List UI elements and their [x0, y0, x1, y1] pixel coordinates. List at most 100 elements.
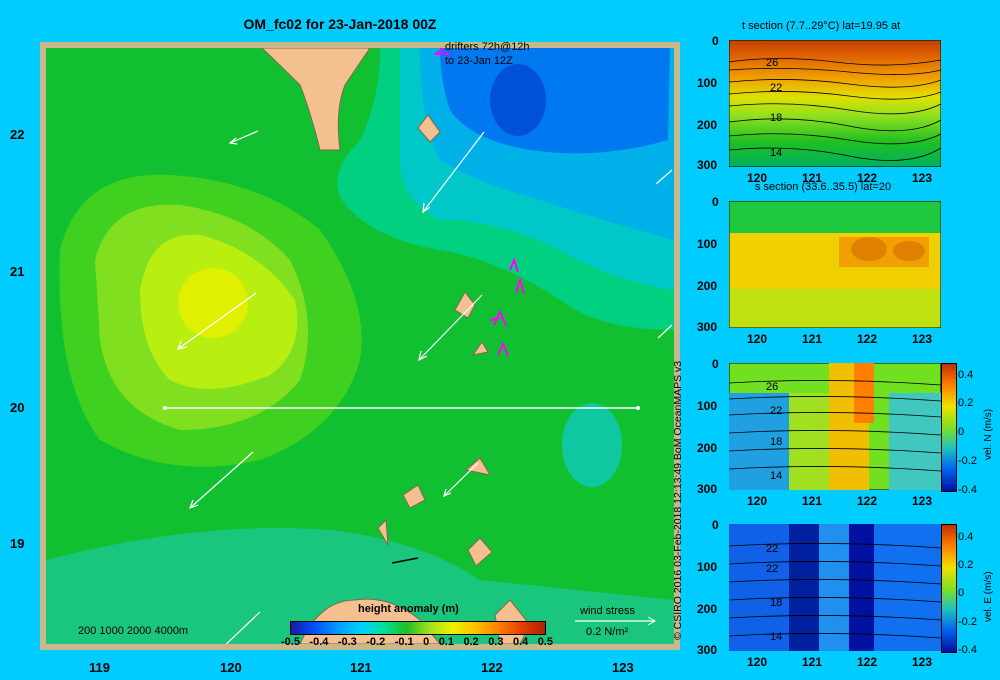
panel-ytick: 300 — [697, 320, 718, 334]
vel-n-cbtick: 0.4 — [958, 369, 974, 381]
panel-ytick: 100 — [697, 237, 718, 251]
t-section-title: t section (7.7..29°C) lat=19.95 at — [742, 20, 901, 32]
panel-xtick: 123 — [912, 171, 933, 185]
vel-n-colorbar — [941, 363, 957, 492]
panel-xtick: 122 — [857, 494, 878, 508]
vel-n-cbtick: -0.4 — [958, 484, 977, 496]
map-xtick: 119 — [89, 660, 110, 675]
panel-ytick: 200 — [697, 441, 718, 455]
colorbar-tick: -0.2 — [366, 636, 386, 648]
colorbar-ticks: -0.5 -0.4 -0.3 -0.2 -0.1 0 0.1 0.2 0.3 0… — [281, 636, 553, 648]
vel-n-cbtick: -0.2 — [958, 455, 977, 467]
panel-ytick: 200 — [697, 118, 718, 132]
contour-label: 26 — [766, 57, 779, 69]
contour-label: 22 — [770, 405, 783, 417]
map-ytick: 20 — [10, 400, 25, 415]
panel-xtick: 120 — [747, 332, 768, 346]
vel-e-cbtick: -0.4 — [958, 644, 977, 656]
map-ytick: 21 — [10, 264, 25, 279]
colorbar-tick: -0.5 — [281, 636, 300, 648]
panel-ytick: 300 — [697, 158, 718, 172]
s-section-plot — [729, 201, 941, 328]
panel-ytick: 200 — [697, 602, 718, 616]
vel-e-cbtick: 0.4 — [958, 531, 974, 543]
panel-ytick: 0 — [712, 34, 719, 48]
depth-legend: 200 1000 2000 4000m — [78, 625, 189, 637]
anomaly-low-core — [490, 64, 546, 136]
colorbar-tick: 0.3 — [488, 636, 504, 648]
panel-xtick: 121 — [802, 171, 823, 185]
vel-e-cbtick: -0.2 — [958, 616, 977, 628]
vel-e-cbtick: 0.2 — [958, 559, 974, 571]
panel-ytick: 300 — [697, 482, 718, 496]
colorbar-tick: 0.1 — [438, 636, 454, 648]
map-xtick: 122 — [481, 660, 503, 675]
vel-e-section-plot — [729, 524, 941, 651]
colorbar-tick: 0 — [423, 636, 430, 648]
credit-text: © CSIRO 2016 03-Feb-2018 12:13:49 BoM Oc… — [672, 360, 684, 640]
land-taiwan-south — [261, 48, 371, 151]
wind-stress-arrows — [177, 130, 673, 644]
island-2 — [454, 291, 476, 319]
map-xtick: 123 — [612, 660, 634, 675]
panel-xtick: 123 — [912, 494, 933, 508]
panel-ytick: 100 — [697, 560, 718, 574]
vel-e-label: vel. E (m/s) — [983, 571, 994, 622]
contour-label: 22 — [766, 543, 779, 555]
island-5 — [402, 484, 426, 509]
wind-stress-label: wind stress — [580, 605, 636, 617]
panel-ytick: 200 — [697, 279, 718, 293]
s-section-title: s section (33.6..35.5) lat=20 — [755, 181, 892, 193]
contour-label: 22 — [770, 82, 783, 94]
island-1 — [417, 114, 441, 143]
vel-n-cbtick: 0.2 — [958, 397, 974, 409]
vel-e-colorbar — [941, 524, 957, 653]
colorbar-tick: -0.1 — [394, 636, 414, 648]
panel-ytick: 100 — [697, 399, 718, 413]
vel-n-label: vel. N (m/s) — [983, 408, 994, 460]
colorbar-tick: -0.3 — [337, 636, 357, 648]
map-xtick: 121 — [350, 660, 372, 675]
island-4 — [464, 457, 492, 476]
drifter-tracks — [433, 48, 525, 357]
panel-xtick: 120 — [747, 171, 768, 185]
island-3 — [471, 341, 489, 356]
anomaly-patch-east — [562, 403, 622, 487]
panel-ytick: 100 — [697, 76, 718, 90]
map-ytick: 22 — [10, 127, 25, 142]
colorbar-tick: 0.4 — [512, 636, 529, 648]
panel-xtick: 122 — [857, 332, 878, 346]
map-ytick: 19 — [10, 536, 25, 551]
contour-label: 14 — [770, 470, 783, 482]
anomaly-high-core — [178, 268, 248, 338]
anomaly-region-blue — [440, 48, 670, 154]
height-anomaly-colorbar — [290, 621, 546, 635]
panel-xtick: 121 — [802, 494, 823, 508]
panel-xtick: 123 — [912, 655, 933, 669]
panel-xtick: 120 — [747, 655, 768, 669]
contour-label: 18 — [770, 112, 783, 124]
panel-xtick: 123 — [912, 332, 933, 346]
colorbar-title: height anomaly (m) — [358, 603, 459, 615]
drifters-label-2: to 23-Jan 12Z — [445, 55, 513, 67]
contour-label: 14 — [770, 147, 783, 159]
panel-xtick: 122 — [857, 171, 878, 185]
contour-label: 18 — [770, 597, 783, 609]
colorbar-tick: 0.5 — [537, 636, 553, 648]
island-6 — [467, 537, 493, 567]
map-xtick: 120 — [220, 660, 242, 675]
contour-label: 26 — [766, 381, 779, 393]
contour-label: 22 — [766, 563, 779, 575]
panel-ytick: 0 — [712, 195, 719, 209]
vel-n-cbtick: 0 — [958, 426, 965, 438]
panel-xtick: 120 — [747, 494, 768, 508]
wind-scale-label: 0.2 N/m² — [586, 626, 629, 638]
drifters-label: drifters 72h@12h — [445, 41, 530, 53]
vel-n-section-plot — [729, 363, 941, 490]
contour-label: 14 — [770, 631, 783, 643]
t-section-plot — [729, 40, 941, 167]
panel-xtick: 122 — [857, 655, 878, 669]
colorbar-tick: 0.2 — [463, 636, 479, 648]
panel-xtick: 121 — [802, 655, 823, 669]
